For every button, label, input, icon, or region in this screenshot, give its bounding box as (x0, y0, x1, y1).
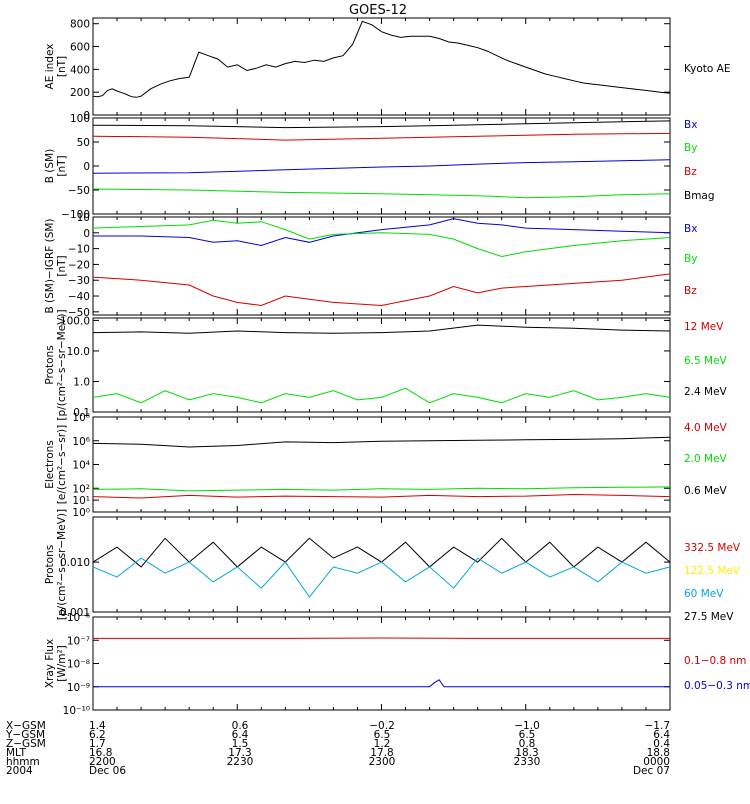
y-axis-label: AE index[nT] (44, 44, 68, 90)
legend-entry: 0.05−0.3 nm (684, 680, 750, 692)
y-tick-label: 10¹ (72, 495, 90, 507)
plot-title: GOES-12 (349, 3, 407, 18)
y-tick-label: 800 (70, 19, 90, 31)
legend-entry: 4.0 MeV (684, 422, 728, 434)
legend-entry: By (684, 253, 697, 265)
y-tick-label: −10 (68, 244, 90, 256)
y-tick-label: 10⁻⁹ (67, 682, 90, 694)
legend-entry: 27.5 MeV (684, 611, 734, 623)
legend-entry: 60 MeV (684, 588, 724, 600)
y-axis-label: Xray Flux[W/m²] (44, 639, 68, 688)
panel-frame (93, 417, 670, 512)
footer-cell: Dec 06 (89, 765, 126, 777)
legend-entry: 332.5 MeV (684, 542, 741, 554)
panel-4: 0.11.010.0100.0Protons[p/(cm²−s−sr−MeV)]… (44, 309, 728, 420)
y-axis-label: B (SM)[nT] (44, 149, 68, 183)
legend-entry: Bmag (684, 190, 715, 202)
y-tick-label: 1.0 (73, 376, 90, 388)
y-axis-label: Protons[p/(cm²−s−sr−MeV)] (44, 309, 68, 420)
legend-entry: 2.4 MeV (684, 386, 728, 398)
legend-entry: 12 MeV (684, 321, 724, 333)
y-tick-label: −30 (68, 275, 90, 287)
legend-entry: 122.5 MeV (684, 565, 741, 577)
panel-6: 0.0010.010Protons[p/(cm²−s−sr−MeV)]332.5… (44, 509, 741, 623)
y-axis-label: Protons[p/(cm²−s−sr−MeV)] (44, 509, 68, 620)
y-tick-label: 10⁻⁷ (67, 635, 90, 647)
legend-entry: 2.0 MeV (684, 453, 728, 465)
y-tick-label: 200 (70, 87, 90, 99)
panels-group: 0 200 400 600 800 AE index[nT] Kyoto AE −10 0 −50… (44, 18, 750, 717)
panel-frame (93, 118, 670, 214)
series-line-by (93, 220, 670, 256)
y-tick-label: 10⁻⁸ (67, 659, 90, 671)
y-axis-label: Electrons[e/(cm²−s−sr)] (44, 425, 68, 504)
y-tick-label: 10⁻¹⁰ (63, 705, 90, 717)
series-line-12-mev (93, 325, 670, 333)
series-line-2-0-mev (93, 487, 670, 491)
series-line-0-6-mev (93, 437, 670, 447)
y-tick-label: 10⁶ (72, 436, 90, 448)
footer-cell: 2300 (369, 756, 396, 768)
series-line-kyoto-ae (93, 21, 670, 97)
series-line-0-05-0-3-nm (93, 680, 670, 687)
y-tick-label: −20 (68, 259, 90, 271)
y-tick-label: 10 (77, 212, 90, 224)
series-line-bz (93, 133, 670, 140)
y-tick-label: 10.0 (67, 346, 90, 358)
y-tick-label: 10⁻⁶ (67, 612, 90, 624)
series-line-by (93, 189, 670, 198)
series-line-4-0-mev (93, 495, 670, 499)
legend-entry: Bx (684, 223, 697, 235)
legend-entry: Bx (684, 119, 697, 131)
y-tick-label: 0 (83, 161, 90, 173)
y-tick-label: 600 (70, 42, 90, 54)
panel-frame (93, 617, 670, 710)
panel-frame (93, 517, 670, 612)
legend-entry: By (684, 142, 697, 154)
legend-entry: Kyoto AE (684, 63, 730, 75)
legend-entry: Bz (684, 166, 697, 178)
y-tick-label: 10⁸ (72, 412, 90, 424)
y-tick-label: 400 (70, 64, 90, 76)
series-line-60-mev (93, 558, 670, 597)
y-tick-label: 100 (70, 113, 90, 125)
y-tick-label: 50 (77, 137, 90, 149)
series-line-bx (93, 160, 670, 173)
panel-frame (93, 217, 670, 315)
panel-frame (93, 18, 670, 115)
footer-cell: 2330 (514, 756, 541, 768)
legend-entry: 6.5 MeV (684, 355, 728, 367)
y-tick-label: −50 (68, 185, 90, 197)
y-axis-label: B (SM)−IGRF (SM)[nT] (44, 218, 68, 313)
footer-cell: 2230 (227, 756, 254, 768)
series-line-bz (93, 274, 670, 306)
y-tick-label: −40 (68, 291, 90, 303)
y-tick-label: 10² (72, 483, 90, 495)
footer-row-label: 2004 (6, 765, 33, 777)
y-tick-label: 0 (83, 228, 90, 240)
legend-entry: 0.6 MeV (684, 485, 728, 497)
legend-entry: 0.1−0.8 nm (684, 655, 746, 667)
panel-7: 10⁻¹⁰ 10⁻⁹ 10⁻⁸ 10⁻⁷ 10⁻⁶ Xray Flux[W/m²] 0.1−… (44, 612, 750, 717)
legend-entry: Bz (684, 285, 697, 297)
y-tick-label: 10⁴ (72, 460, 90, 472)
y-tick-label: 10⁰ (72, 507, 90, 519)
series-line-6-5-mev (93, 388, 670, 403)
footer-cell: Dec 07 (633, 765, 670, 777)
